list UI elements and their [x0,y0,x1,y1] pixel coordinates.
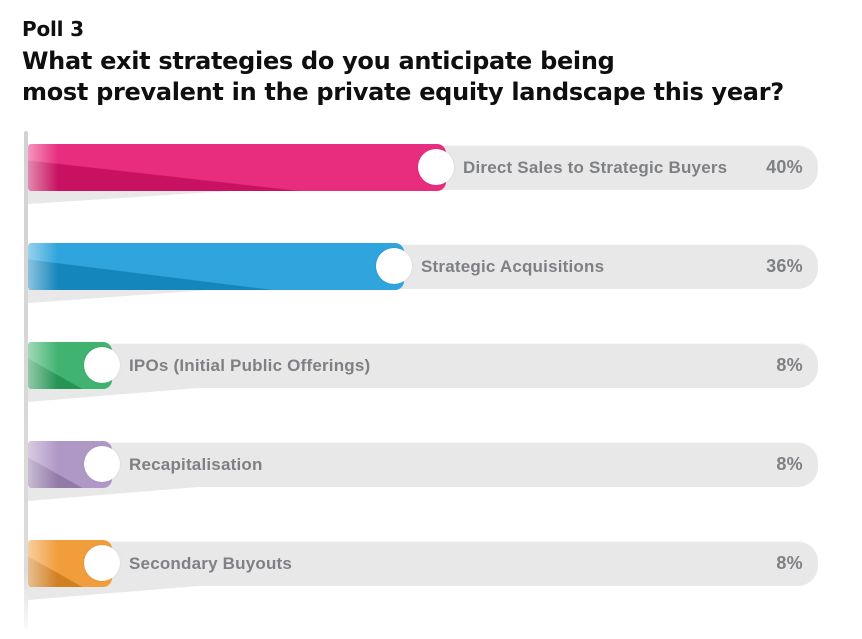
bar-category-label: Strategic Acquisitions [421,257,605,276]
bar-track [30,541,818,586]
bar-shadow-wedge [28,190,245,204]
axis-line [24,131,28,629]
bar-fill [28,144,446,191]
bar-end-circle [376,248,412,284]
bar-category-label: Secondary Buyouts [129,554,293,573]
poll-question-line-1: What exit strategies do you anticipate b… [22,47,615,75]
bar-shadow-wedge [28,388,198,402]
bar-value-label: 8% [776,553,803,573]
bar-end-circle [84,446,120,482]
bar-category-label: IPOs (Initial Public Offerings) [129,356,371,375]
poll-number-label: Poll 3 [22,17,84,41]
bar-value-label: 8% [776,355,803,375]
poll-bar-row: IPOs (Initial Public Offerings) 8% [0,342,862,402]
bar-category-label: Direct Sales to Strategic Buyers [463,158,728,177]
bar-end-circle [418,149,454,185]
chart-header: Poll 3 What exit strategies do you antic… [22,16,784,108]
bar-value-label: 40% [766,157,803,177]
bar-end-circle [84,347,120,383]
bar-value-label: 36% [766,256,803,276]
poll-bar-row: Recapitalisation 8% [0,441,862,501]
poll-bar-row: Secondary Buyouts 8% [0,540,862,600]
bar-track [30,442,818,487]
bar-track [30,343,818,388]
poll-bar-row: Direct Sales to Strategic Buyers 40% [0,144,862,204]
bar-end-circle [84,545,120,581]
bar-shadow-wedge [28,487,198,501]
bar-category-label: Recapitalisation [129,455,263,474]
bar-fill [28,243,404,290]
bar-shadow-wedge [28,586,198,600]
poll-bar-row: Strategic Acquisitions 36% [0,243,862,303]
bar-shadow-wedge [28,289,224,303]
poll-question-line-2: most prevalent in the private equity lan… [22,78,784,106]
bar-value-label: 8% [776,454,803,474]
